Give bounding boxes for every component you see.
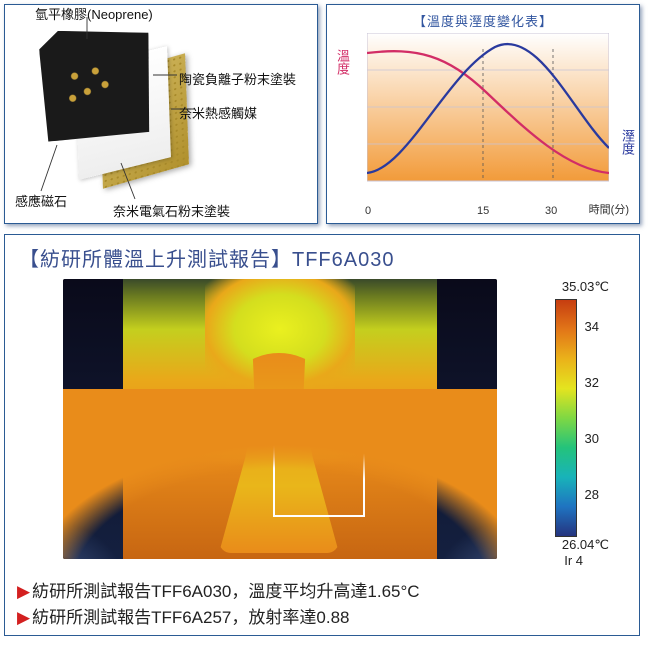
thermal-dark-left [63, 279, 123, 559]
scale-max: 35.03℃ [562, 279, 609, 295]
top-row: 氫平橡膠(Neoprene) 陶瓷負離子粉末塗裝 奈米熱感觸媒 感應磁石 奈米電… [0, 0, 650, 224]
chart-panel: 【溫度與溼度變化表】 溫度 溼度 [326, 4, 640, 224]
y-axis-temp: 溫度 [335, 49, 350, 78]
thermal-image: SO1 [63, 279, 497, 559]
page: 氫平橡膠(Neoprene) 陶瓷負離子粉末塗裝 奈米熱感觸媒 感應磁石 奈米電… [0, 0, 650, 650]
scale-tick-32: 32 [585, 375, 599, 390]
y-axis-humid: 溼度 [620, 129, 635, 158]
neoprene-layer [38, 26, 154, 142]
triangle-icon: ▶ [17, 608, 30, 627]
thermal-shoulder-left [63, 439, 173, 559]
thermal-neck [219, 353, 339, 553]
label-magnet: 感應磁石 [15, 191, 67, 210]
materials-panel: 氫平橡膠(Neoprene) 陶瓷負離子粉末塗裝 奈米熱感觸媒 感應磁石 奈米電… [4, 4, 318, 224]
xtick-0: 0 [365, 205, 371, 217]
scale-tick-28: 28 [585, 487, 599, 502]
scale-note: Ir 4 [564, 553, 583, 568]
result-line-1: ▶紡研所測試報告TFF6A030，溫度平均升高達1.65°C [17, 577, 420, 602]
triangle-icon: ▶ [17, 582, 30, 601]
color-bar [555, 299, 577, 537]
roi-label: SO1 [265, 407, 294, 422]
thermal-dark-right [437, 279, 497, 559]
scale-tick-34: 34 [585, 319, 599, 334]
thermal-shoulder-right [387, 439, 497, 559]
x-axis-label: 時間(分) [589, 201, 629, 217]
xtick-1: 15 [477, 205, 489, 217]
label-tourmaline: 奈米電氣石粉末塗裝 [113, 201, 230, 220]
thermal-title: 【紡研所體溫上升測試報告】TFF6A030 [19, 243, 394, 272]
thermal-panel: 【紡研所體溫上升測試報告】TFF6A030 SO1 35.03℃ 34 32 3… [4, 234, 640, 636]
scale-min: 26.04℃ [562, 537, 609, 553]
result-line-2: ▶紡研所測試報告TFF6A257，放射率達0.88 [17, 603, 349, 628]
label-ceramic: 陶瓷負離子粉末塗裝 [179, 69, 296, 88]
chart-title: 【溫度與溼度變化表】 [327, 11, 639, 30]
xtick-2: 30 [545, 205, 557, 217]
chart-svg [367, 33, 609, 195]
scale-tick-30: 30 [585, 431, 599, 446]
label-nano-catalyst: 奈米熱感觸媒 [179, 103, 257, 122]
label-neoprene: 氫平橡膠(Neoprene) [35, 4, 153, 23]
roi-box [273, 429, 365, 517]
chart-area [367, 33, 609, 195]
